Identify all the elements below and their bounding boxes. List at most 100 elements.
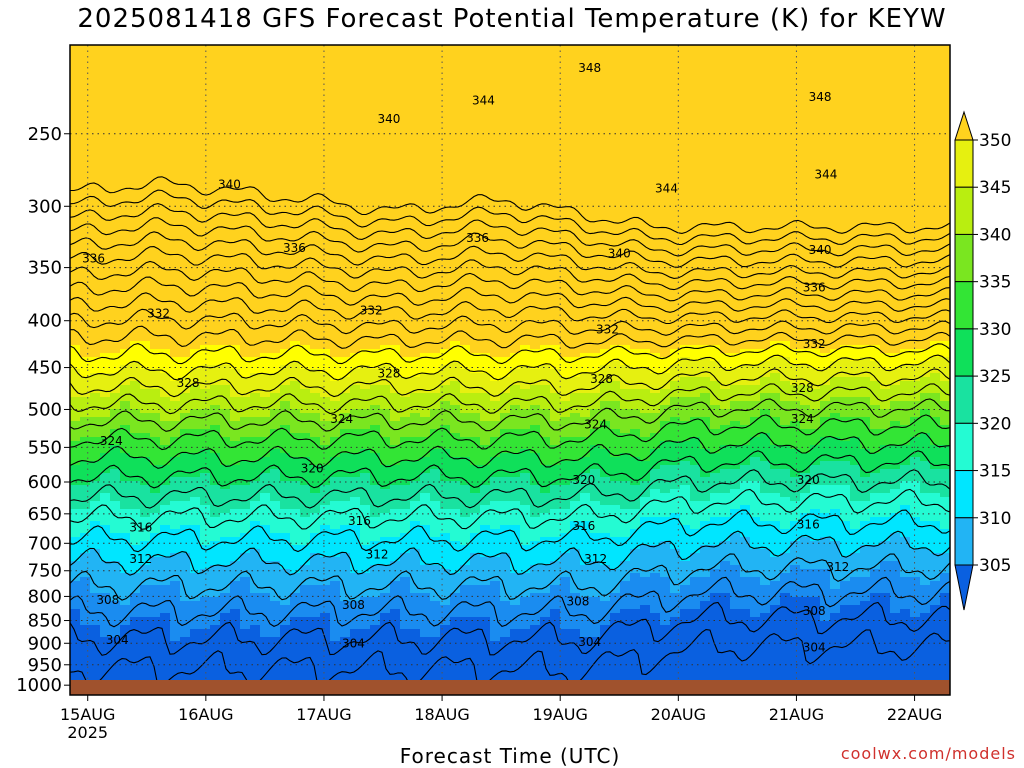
field-cell [200,77,211,82]
field-cell [330,153,341,158]
field-cell [310,613,321,618]
field-cell [290,677,301,682]
field-cell [250,101,261,106]
field-cell [90,625,101,630]
field-cell [310,305,321,310]
field-cell [370,277,381,282]
field-cell [210,553,221,558]
field-cell [270,593,281,598]
field-cell [190,509,201,514]
field-cell [180,601,191,606]
field-cell [110,637,121,642]
field-cell [130,425,141,430]
field-cell [290,297,301,302]
field-cell [240,217,251,222]
field-cell [300,645,311,650]
field-cell [320,201,331,206]
field-cell [330,129,341,134]
field-cell [230,141,241,146]
field-cell [340,105,351,110]
field-cell [120,293,131,298]
field-cell [280,677,291,682]
field-cell [130,313,141,318]
field-cell [290,241,301,246]
field-cell [130,557,141,562]
field-cell [150,165,161,170]
field-cell [80,313,91,318]
field-cell [150,345,161,350]
field-cell [100,161,111,166]
field-cell [220,201,231,206]
field-cell [320,605,331,610]
field-cell [320,349,331,354]
field-cell [80,309,91,314]
field-cell [230,537,241,542]
field-cell [210,285,221,290]
field-cell [200,337,211,342]
field-cell [230,321,241,326]
field-cell [210,425,221,430]
field-cell [300,325,311,330]
field-cell [170,449,181,454]
field-cell [70,297,81,302]
field-cell [330,225,341,230]
field-cell [100,657,111,662]
field-cell [110,293,121,298]
field-cell [280,141,291,146]
field-cell [360,513,371,518]
field-cell [360,217,371,222]
field-cell [330,369,341,374]
field-cell [210,317,221,322]
field-cell [220,305,231,310]
field-cell [120,449,131,454]
field-cell [190,405,201,410]
field-cell [310,345,321,350]
field-cell [250,405,261,410]
field-cell [330,361,341,366]
field-cell [70,569,81,574]
field-cell [90,665,101,670]
field-cell [130,277,141,282]
field-cell [170,97,181,102]
field-cell [90,593,101,598]
field-cell [130,513,141,518]
field-cell [90,585,101,590]
field-cell [200,345,211,350]
field-cell [200,553,211,558]
field-cell [270,73,281,78]
field-cell [260,229,271,234]
field-cell [270,509,281,514]
field-cell [250,589,261,594]
field-cell [140,489,151,494]
field-cell [310,341,321,346]
field-cell [180,197,191,202]
field-cell [180,173,191,178]
field-cell [170,109,181,114]
field-cell [180,361,191,366]
field-cell [370,281,381,286]
field-cell [240,377,251,382]
field-cell [210,49,221,54]
field-cell [280,465,291,470]
field-cell [260,81,271,86]
field-cell [140,249,151,254]
field-cell [240,593,251,598]
field-cell [350,81,361,86]
field-cell [320,649,331,654]
field-cell [370,121,381,126]
field-cell [80,645,91,650]
field-cell [270,401,281,406]
field-cell [320,101,331,106]
field-cell [190,529,201,534]
field-cell [80,457,91,462]
field-cell [310,213,321,218]
field-cell [100,313,111,318]
field-cell [190,305,201,310]
field-cell [360,69,371,74]
field-cell [210,633,221,638]
field-cell [110,529,121,534]
field-cell [210,545,221,550]
field-cell [190,249,201,254]
field-cell [320,373,331,378]
field-cell [290,633,301,638]
